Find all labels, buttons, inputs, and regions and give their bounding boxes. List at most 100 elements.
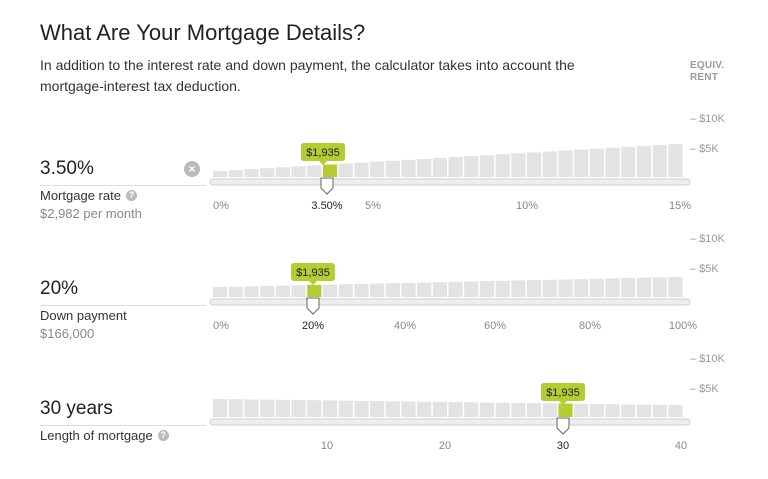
mortgage-rate-section: – $10K – $5K 3.50% × Mortgage rate? $2,9…: [0, 110, 768, 228]
page-subtitle: In addition to the interest rate and dow…: [40, 57, 575, 94]
chart-bar: [574, 403, 589, 417]
chart-bar: [589, 278, 604, 297]
value-tooltip: $1,935: [291, 263, 335, 285]
chart-bar: [605, 278, 620, 297]
equiv-rent-axis-label: EQUIV. RENT: [690, 60, 750, 84]
chart-bar: [527, 403, 542, 417]
chart-bar: [511, 280, 526, 297]
chart-bar: [370, 283, 385, 297]
chart-bar: [401, 401, 416, 417]
chart-bar: [401, 282, 416, 297]
chart-bar: [589, 404, 604, 417]
axis-label-line2: RENT: [690, 72, 719, 83]
chart-bar: [338, 400, 353, 417]
y-tick-5k: – $5K: [690, 383, 719, 395]
slider-track[interactable]: [209, 298, 691, 306]
chart-bar: [542, 151, 557, 177]
chart-bar: [354, 400, 369, 417]
mortgage-length-value[interactable]: 30 years: [40, 398, 113, 419]
slider-handle[interactable]: [556, 417, 570, 435]
chart-bar: [448, 281, 463, 297]
chart-bar: [558, 279, 573, 297]
x-tick-label: 10%: [516, 200, 538, 212]
chart-bar: [652, 404, 667, 417]
slider-track[interactable]: [209, 418, 691, 426]
x-tick-label: 60%: [484, 320, 506, 332]
chart-bar: [495, 402, 510, 417]
chart-bar: [291, 400, 306, 417]
chart-bar: [228, 170, 243, 177]
down-payment-slider[interactable]: 0% 40% 60% 80% 100% 20% $1,935: [205, 230, 697, 348]
chart-bar: [260, 286, 275, 297]
chart-bar: [636, 277, 652, 297]
chart-bar: [652, 144, 667, 177]
down-payment-amount: $166,000: [40, 326, 95, 341]
x-tick-label: 20: [439, 440, 451, 452]
chart-bar: [275, 399, 290, 417]
chart-bar: [668, 405, 683, 417]
selected-tick-label: 3.50%: [311, 200, 342, 212]
slider-handle[interactable]: [320, 177, 334, 195]
selected-bar: [322, 164, 338, 177]
chart-bar: [417, 401, 432, 417]
down-payment-label: Down payment: [40, 308, 127, 323]
slider-handle[interactable]: [306, 297, 320, 315]
mortgage-rate-monthly: $2,982 per month: [40, 206, 142, 221]
chart-bar: [338, 163, 353, 177]
down-payment-value[interactable]: 20%: [40, 278, 79, 299]
chart-bar: [432, 282, 447, 297]
mortgage-rate-label: Mortgage rate?: [40, 188, 137, 203]
chart-bar: [621, 404, 636, 417]
chart-bar: [275, 167, 290, 177]
chart-bar: [432, 401, 447, 417]
y-tick-10k: – $10K: [690, 233, 725, 245]
mortgage-length-slider[interactable]: 10 20 40 30 $1,935: [205, 350, 695, 468]
x-tick-label: 0%: [213, 320, 229, 332]
chart-bar: [370, 401, 385, 417]
selected-tick-label: 20%: [302, 320, 324, 332]
tooltip-text: $1,935: [546, 387, 580, 399]
chart-bar: [464, 156, 479, 177]
x-tick-label: 15%: [669, 200, 691, 212]
chart-bar: [228, 399, 243, 417]
chart-bar: [417, 158, 432, 177]
mortgage-rate-value[interactable]: 3.50%: [40, 158, 94, 179]
chart-bar: [495, 154, 510, 177]
slider-track[interactable]: [209, 178, 691, 186]
chart-bar: [542, 403, 557, 417]
question-mark-icon[interactable]: ?: [157, 430, 169, 441]
chart-bar: [621, 146, 636, 177]
down-payment-divider: [40, 305, 206, 306]
x-tick-label: 5%: [365, 200, 381, 212]
chart-bar: [574, 149, 589, 177]
chart-bar: [307, 400, 322, 417]
x-tick-label: 100%: [669, 320, 697, 332]
chart-bar: [354, 283, 369, 297]
close-circle-icon[interactable]: ×: [184, 161, 200, 177]
x-tick-label: 0%: [213, 200, 229, 212]
chart-bar: [636, 145, 652, 177]
chart-bar: [417, 282, 432, 297]
chart-bar: [448, 402, 463, 417]
x-tick-label: 80%: [579, 320, 601, 332]
y-tick-5k: – $5K: [690, 263, 719, 275]
chart-bar: [432, 158, 447, 177]
selected-tick-label: 30: [557, 440, 569, 452]
chart-bar: [464, 402, 479, 417]
chart-bar: [322, 400, 338, 417]
chart-bar: [574, 279, 589, 297]
chart-bar: [260, 168, 275, 177]
chart-bar: [228, 286, 243, 297]
chart-bar: [385, 401, 400, 417]
y-tick-10k: – $10K: [690, 113, 725, 125]
chart-bar: [668, 144, 683, 177]
question-mark-icon[interactable]: ?: [125, 190, 137, 201]
mortgage-rate-divider: [40, 185, 206, 186]
mortgage-rate-slider[interactable]: 0% 5% 10% 15% 3.50% $1,935: [205, 110, 695, 228]
chart-bar: [213, 287, 228, 297]
chart-bar: [275, 285, 290, 297]
chart-bar: [213, 399, 228, 417]
chart-bar: [479, 281, 495, 297]
chart-bar: [479, 155, 495, 177]
chart-bar: [291, 166, 306, 177]
